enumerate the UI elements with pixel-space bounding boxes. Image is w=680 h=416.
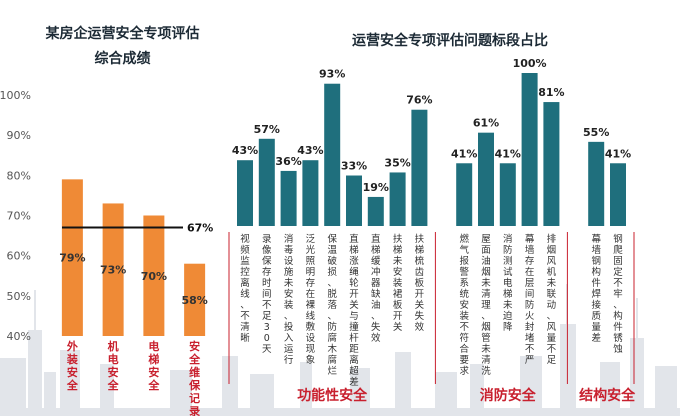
skyline-building bbox=[44, 372, 56, 408]
y-tick-label: 100% bbox=[0, 89, 31, 102]
right-bar bbox=[588, 141, 605, 226]
group-label: 消防安全 bbox=[480, 387, 537, 404]
right-bar-value-label: 33% bbox=[341, 160, 367, 173]
right-category-label: 视频监控离线、不清晰 bbox=[240, 233, 250, 344]
skyline-building bbox=[470, 364, 484, 408]
right-category-label: 燃气报警系统安装不符合要求 bbox=[459, 233, 469, 377]
reference-line-label: 67% bbox=[187, 222, 213, 235]
right-category-label: 排烟风机未联动、风量不足 bbox=[547, 233, 557, 366]
left-category-label: 安全维保记录 bbox=[188, 339, 201, 416]
right-bar-value-label: 19% bbox=[363, 181, 389, 194]
right-category-label: 泛光照明存在裸线敷设现象 bbox=[306, 234, 316, 366]
y-tick-label: 50% bbox=[7, 290, 31, 303]
left-category-label: 机电安全 bbox=[107, 339, 120, 392]
right-category-label: 消防测试电梯未迫降 bbox=[503, 233, 513, 333]
right-bar-value-label: 100% bbox=[513, 57, 547, 70]
right-category-label: 扶梯梳齿板开关失效 bbox=[415, 233, 425, 333]
group-label: 功能性安全 bbox=[297, 387, 368, 404]
left-bar bbox=[61, 179, 83, 336]
right-bar-value-label: 35% bbox=[384, 156, 410, 169]
skyline-building bbox=[520, 356, 542, 408]
right-bar bbox=[610, 163, 626, 226]
right-bar bbox=[543, 102, 560, 226]
left-bar bbox=[143, 215, 165, 336]
right-bar bbox=[258, 138, 275, 226]
right-bar-value-label: 57% bbox=[254, 123, 280, 136]
skyline-building bbox=[435, 372, 457, 408]
right-bar bbox=[346, 175, 362, 226]
skyline-building bbox=[655, 366, 677, 408]
right-bar-value-label: 43% bbox=[297, 144, 323, 157]
left-bar-value-label: 73% bbox=[100, 264, 126, 277]
right-bar bbox=[280, 170, 297, 226]
right-bar-value-label: 55% bbox=[583, 126, 609, 139]
right-bar bbox=[499, 163, 516, 226]
right-bar-value-label: 76% bbox=[406, 94, 432, 107]
left-category-label: 电梯安全 bbox=[147, 339, 160, 392]
y-tick-label: 70% bbox=[7, 210, 31, 223]
left-bar bbox=[184, 263, 206, 336]
skyline-ground bbox=[0, 408, 680, 416]
right-bar-value-label: 41% bbox=[495, 147, 521, 160]
skyline-building bbox=[100, 364, 114, 408]
skyline-building bbox=[170, 370, 192, 408]
right-category-label: 幕墙钢构件焊接质量差 bbox=[591, 233, 601, 344]
right-category-label: 幕墙存在层间防火封堵不严 bbox=[525, 233, 535, 366]
right-category-label: 消毒设施未安装、投入运行 bbox=[284, 233, 294, 366]
right-chart: 43% 视频监控离线、不清晰 57% 录像保存时间不足 3 0 天 36% 消毒设施未安装、投入… bbox=[228, 57, 636, 404]
right-category-label: 钢爬固定不牢、构件锈蚀 bbox=[613, 233, 623, 355]
right-category-label: 屋面油烟未清理、烟管未清洗 bbox=[481, 234, 491, 377]
right-bar-value-label: 93% bbox=[319, 68, 345, 81]
left-chart-subtitle: 综合成绩 bbox=[94, 51, 151, 67]
skyline-building bbox=[0, 358, 26, 408]
right-bar bbox=[389, 172, 406, 226]
y-tick-label: 40% bbox=[7, 330, 31, 343]
left-chart: 40% 50% 60% 70% 80% 90% 100% 79% 外装安全 73% 机电安全 70% 电… bbox=[0, 89, 213, 416]
right-category-label: 直梯涨绳轮开关与撞杆距离超差 bbox=[349, 233, 359, 388]
group-label: 结构安全 bbox=[579, 387, 636, 404]
right-bar bbox=[302, 160, 319, 226]
right-chart-title: 运营安全专项评估问题标段占比 bbox=[352, 33, 548, 49]
right-category-label: 直梯缓冲器缺油、失效 bbox=[371, 233, 381, 344]
right-bar bbox=[478, 132, 494, 226]
left-bar-value-label: 58% bbox=[181, 294, 207, 307]
y-tick-label: 80% bbox=[7, 169, 31, 182]
left-bar-value-label: 70% bbox=[141, 270, 167, 283]
skyline-building bbox=[350, 368, 370, 408]
right-bar bbox=[456, 163, 473, 226]
skyline-building bbox=[600, 362, 620, 408]
right-bar-value-label: 43% bbox=[232, 144, 258, 157]
right-bar bbox=[411, 109, 428, 226]
right-bar bbox=[367, 196, 384, 226]
right-bar-value-label: 36% bbox=[275, 155, 301, 168]
y-tick-label: 60% bbox=[7, 250, 31, 263]
left-bar bbox=[102, 203, 124, 336]
skyline-building bbox=[222, 356, 238, 408]
left-bar-value-label: 79% bbox=[59, 252, 85, 265]
right-bar-value-label: 61% bbox=[473, 117, 499, 130]
right-bar bbox=[237, 160, 253, 226]
skyline-building bbox=[250, 374, 274, 408]
right-bar-value-label: 41% bbox=[605, 147, 631, 160]
right-category-label: 扶梯未安装裙板开关 bbox=[393, 233, 403, 333]
right-bar bbox=[521, 73, 538, 226]
skyline-building bbox=[300, 362, 312, 408]
right-bar-value-label: 81% bbox=[538, 86, 564, 99]
skyline-building bbox=[395, 352, 411, 408]
right-category-label: 保温破损、脱落、防腐木腐烂 bbox=[327, 233, 337, 377]
skyline-building bbox=[28, 330, 42, 408]
skyline-building bbox=[60, 350, 80, 408]
skyline-building bbox=[560, 324, 576, 408]
right-category-label: 录像保存时间不足 3 0 天 bbox=[262, 234, 272, 355]
left-category-label: 外装安全 bbox=[66, 339, 79, 392]
right-bar bbox=[324, 83, 341, 227]
right-bar-value-label: 41% bbox=[451, 147, 477, 160]
y-tick-label: 90% bbox=[7, 129, 31, 142]
left-chart-title: 某房企运营安全专项评估 bbox=[45, 26, 200, 42]
